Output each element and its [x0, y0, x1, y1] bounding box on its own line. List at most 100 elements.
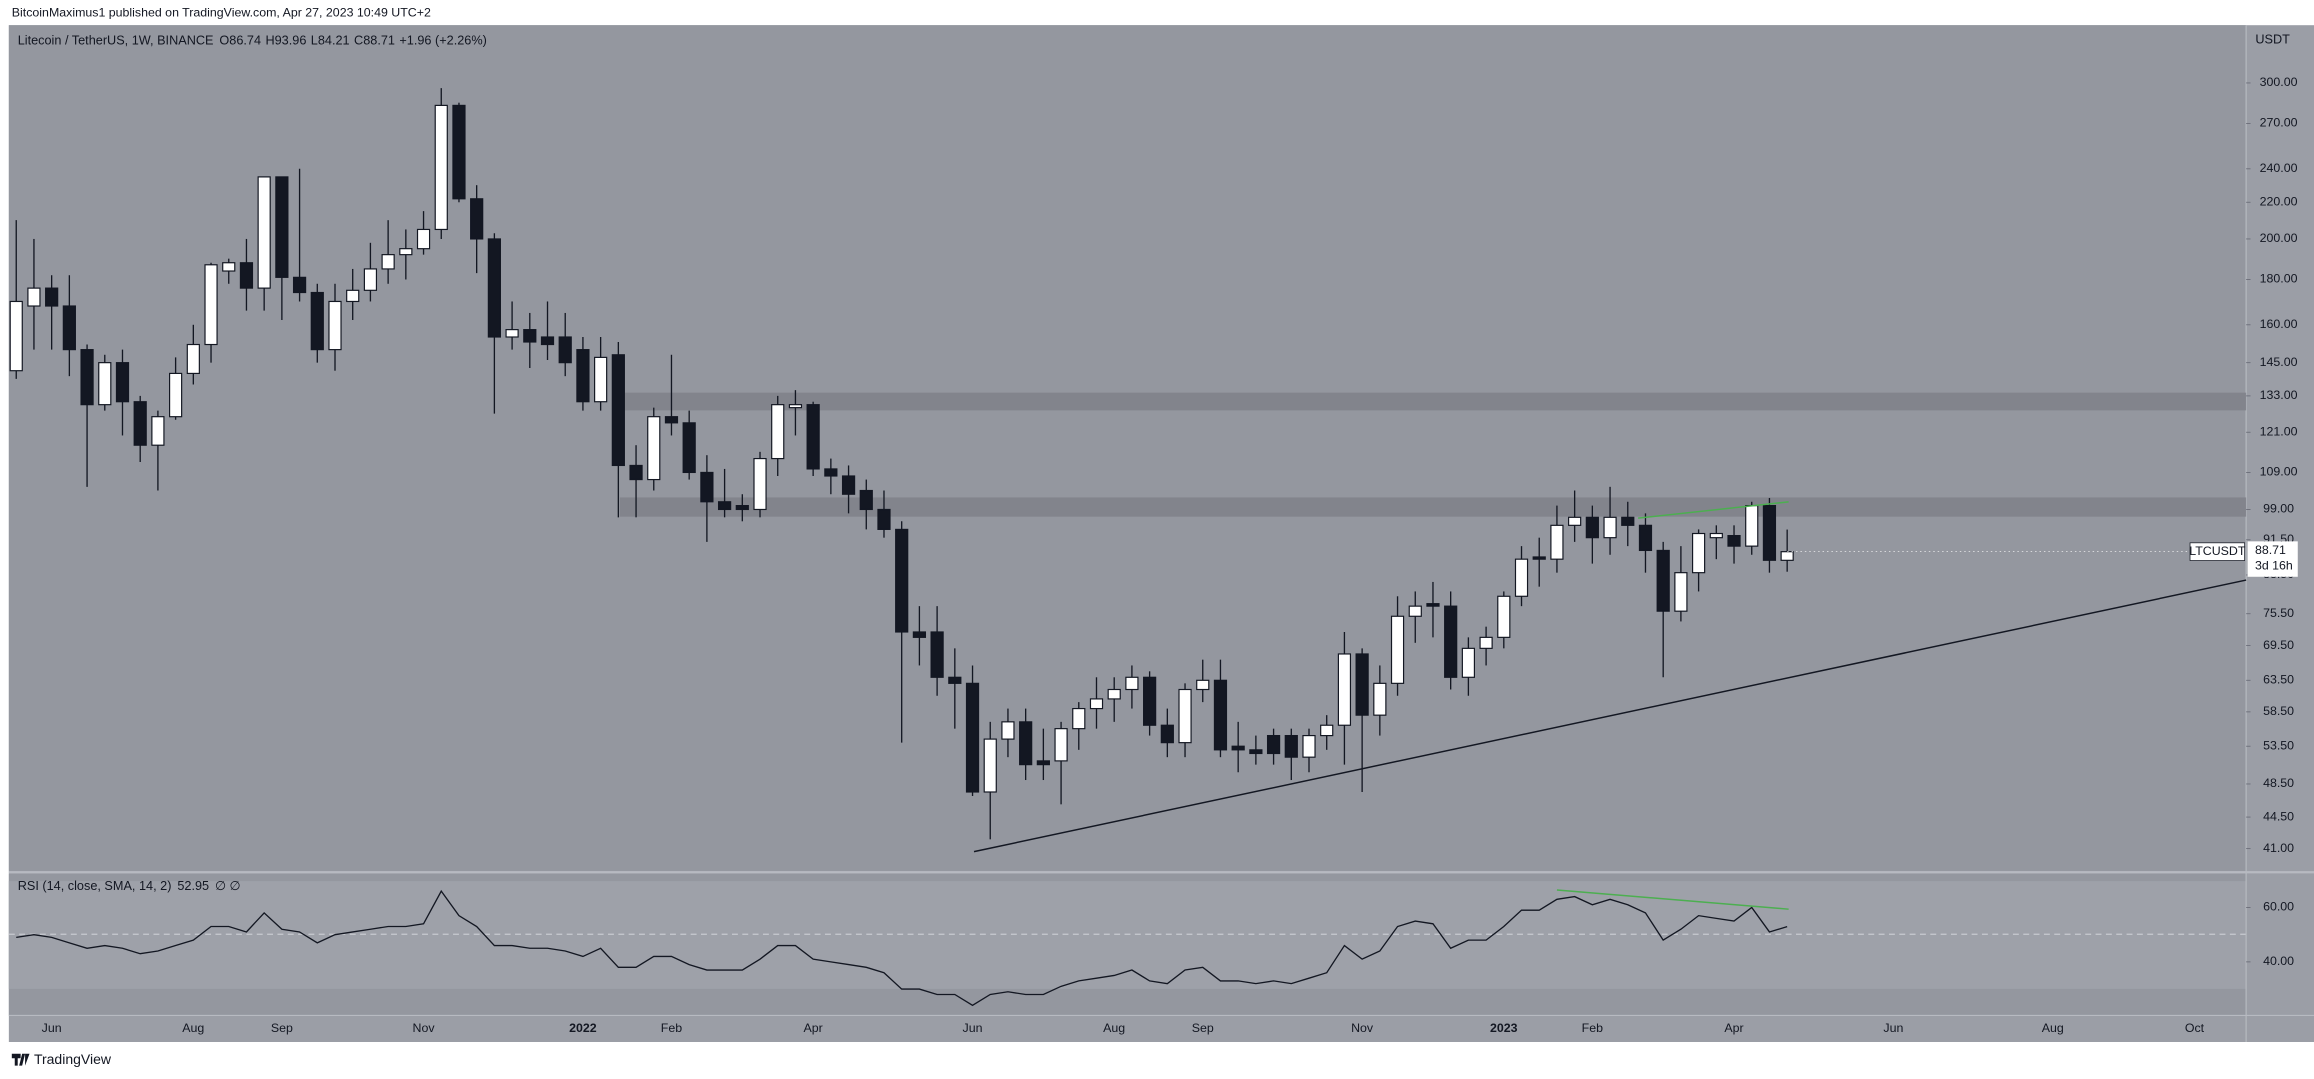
candle-body-down: [62, 305, 76, 351]
divergence-line: [1638, 501, 1789, 519]
y-tick-label: 200.00: [2260, 231, 2298, 245]
price-tag: 88.71: [2255, 543, 2286, 557]
candle-body-up: [186, 343, 200, 375]
x-tick-label: Oct: [2185, 1021, 2205, 1035]
candle-body-down: [930, 631, 944, 678]
x-tick-label: Apr: [1724, 1021, 1743, 1035]
x-tick-label: Aug: [182, 1021, 204, 1035]
candle-body-down: [1019, 721, 1033, 766]
x-tick-label: Jun: [42, 1021, 62, 1035]
candle-body-down: [523, 329, 537, 343]
candle-body-up: [1674, 572, 1688, 612]
candle-body-up: [204, 264, 218, 346]
y-tick-label: 121.00: [2260, 425, 2298, 439]
candle-body-down: [133, 401, 147, 446]
ohlc-key: O: [219, 34, 229, 48]
candle-body-up: [647, 416, 661, 481]
candle-body-up: [1337, 653, 1352, 726]
x-tick-label: Aug: [2042, 1021, 2064, 1035]
x-tick-label: Jun: [963, 1021, 983, 1035]
candle-body-up: [1550, 524, 1564, 560]
rsi-value: 52.95: [177, 879, 209, 893]
candle-body-up: [1125, 676, 1139, 691]
candle-body-down: [310, 291, 324, 351]
y-tick-label: 133.00: [2260, 388, 2298, 402]
x-tick-label: 2023: [1490, 1021, 1518, 1035]
ohlc-value: 88.71: [363, 34, 395, 48]
x-tick-label: Nov: [413, 1021, 436, 1035]
candle-body-up: [1780, 551, 1794, 561]
candle-body-up: [1373, 682, 1387, 716]
candle-body-up: [399, 248, 413, 256]
candle-body-down: [80, 349, 94, 406]
axes: 300.00 270.00 240.00 220.00 200.00 180.00 160.…: [42, 75, 2298, 1035]
x-tick-label: Feb: [661, 1021, 682, 1035]
legend: Litecoin / TetherUS, 1W, BINANCE O86.74 H9…: [18, 34, 487, 48]
candle-body-up: [788, 404, 803, 409]
symbol-tag-box: [2189, 542, 2246, 561]
y-tick-label: 41.00: [2263, 841, 2294, 855]
candle-body-up: [1691, 532, 1706, 574]
candle-body-down: [239, 262, 254, 289]
candle-body-down: [1213, 679, 1228, 751]
candle-body-down: [629, 464, 643, 481]
candle-body-down: [965, 682, 980, 793]
candle-body-down: [1160, 724, 1174, 744]
candle-body-up: [434, 104, 448, 231]
candles: [9, 88, 1794, 1007]
x-tick-label: Sep: [1192, 1021, 1214, 1035]
price-pane: [8, 25, 2247, 871]
x-tick-label: Jun: [1883, 1021, 1903, 1035]
candle-body-up: [983, 738, 997, 793]
candle-body-down: [912, 631, 927, 638]
candle-body-up: [1089, 698, 1104, 710]
candle-body-up: [1408, 605, 1422, 617]
candle-body-down: [948, 676, 962, 684]
candle-body-up: [363, 268, 378, 291]
candle-body-down: [806, 404, 820, 470]
candle-body-up: [1107, 688, 1121, 700]
candle-body-up: [1514, 558, 1529, 597]
y-tick-label: 180.00: [2260, 272, 2298, 286]
candle-body-up: [1479, 636, 1493, 649]
symbol-title: Litecoin / TetherUS, 1W, BINANCE: [18, 34, 214, 48]
candle-body-up: [1178, 688, 1192, 744]
trend-line: [973, 579, 2247, 853]
rsi-band: [8, 881, 2247, 989]
candle-body-down: [895, 528, 909, 633]
candle-body-up: [98, 362, 112, 406]
countdown: 3d 16h: [2255, 559, 2293, 573]
y-tick-label: 48.50: [2263, 776, 2294, 790]
candle-body-up: [9, 300, 23, 372]
candle-body-down: [1656, 549, 1670, 612]
resistance-zone: [619, 392, 2247, 411]
candle-body-down: [841, 475, 856, 495]
candle-body-up: [771, 404, 785, 460]
y-tick-label: 109.00: [2260, 465, 2298, 479]
candle-body-up: [416, 228, 431, 250]
candle-body-up: [1196, 679, 1210, 691]
x-tick-label: Feb: [1582, 1021, 1603, 1035]
candle-body-up: [1001, 721, 1015, 740]
price-tag-box: [2247, 541, 2298, 577]
ohlc-value: 93.96: [275, 34, 307, 48]
candle-body-down: [735, 505, 749, 511]
candle-body-down: [540, 336, 555, 346]
candle-body-up: [1054, 728, 1068, 762]
candle-body-down: [115, 362, 130, 403]
y-tick-label: 69.50: [2263, 638, 2294, 652]
candle-body-up: [1302, 734, 1316, 758]
candle-body-down: [1727, 534, 1741, 547]
ohlc-key: H: [265, 34, 274, 48]
change: +1.96 (+2.26%): [399, 34, 486, 48]
candle-body-up: [169, 372, 183, 418]
candle-body-down: [717, 501, 732, 511]
candle-body-up: [1390, 615, 1405, 684]
candle-body-down: [1143, 676, 1157, 726]
candle-body-up: [1072, 707, 1086, 730]
candle-body-down: [1266, 734, 1281, 755]
candle-body-down: [1444, 605, 1458, 678]
candle-body-down: [470, 198, 484, 240]
rsi-tick-label: 40.00: [2263, 954, 2294, 968]
candle-body-down: [1762, 505, 1777, 561]
